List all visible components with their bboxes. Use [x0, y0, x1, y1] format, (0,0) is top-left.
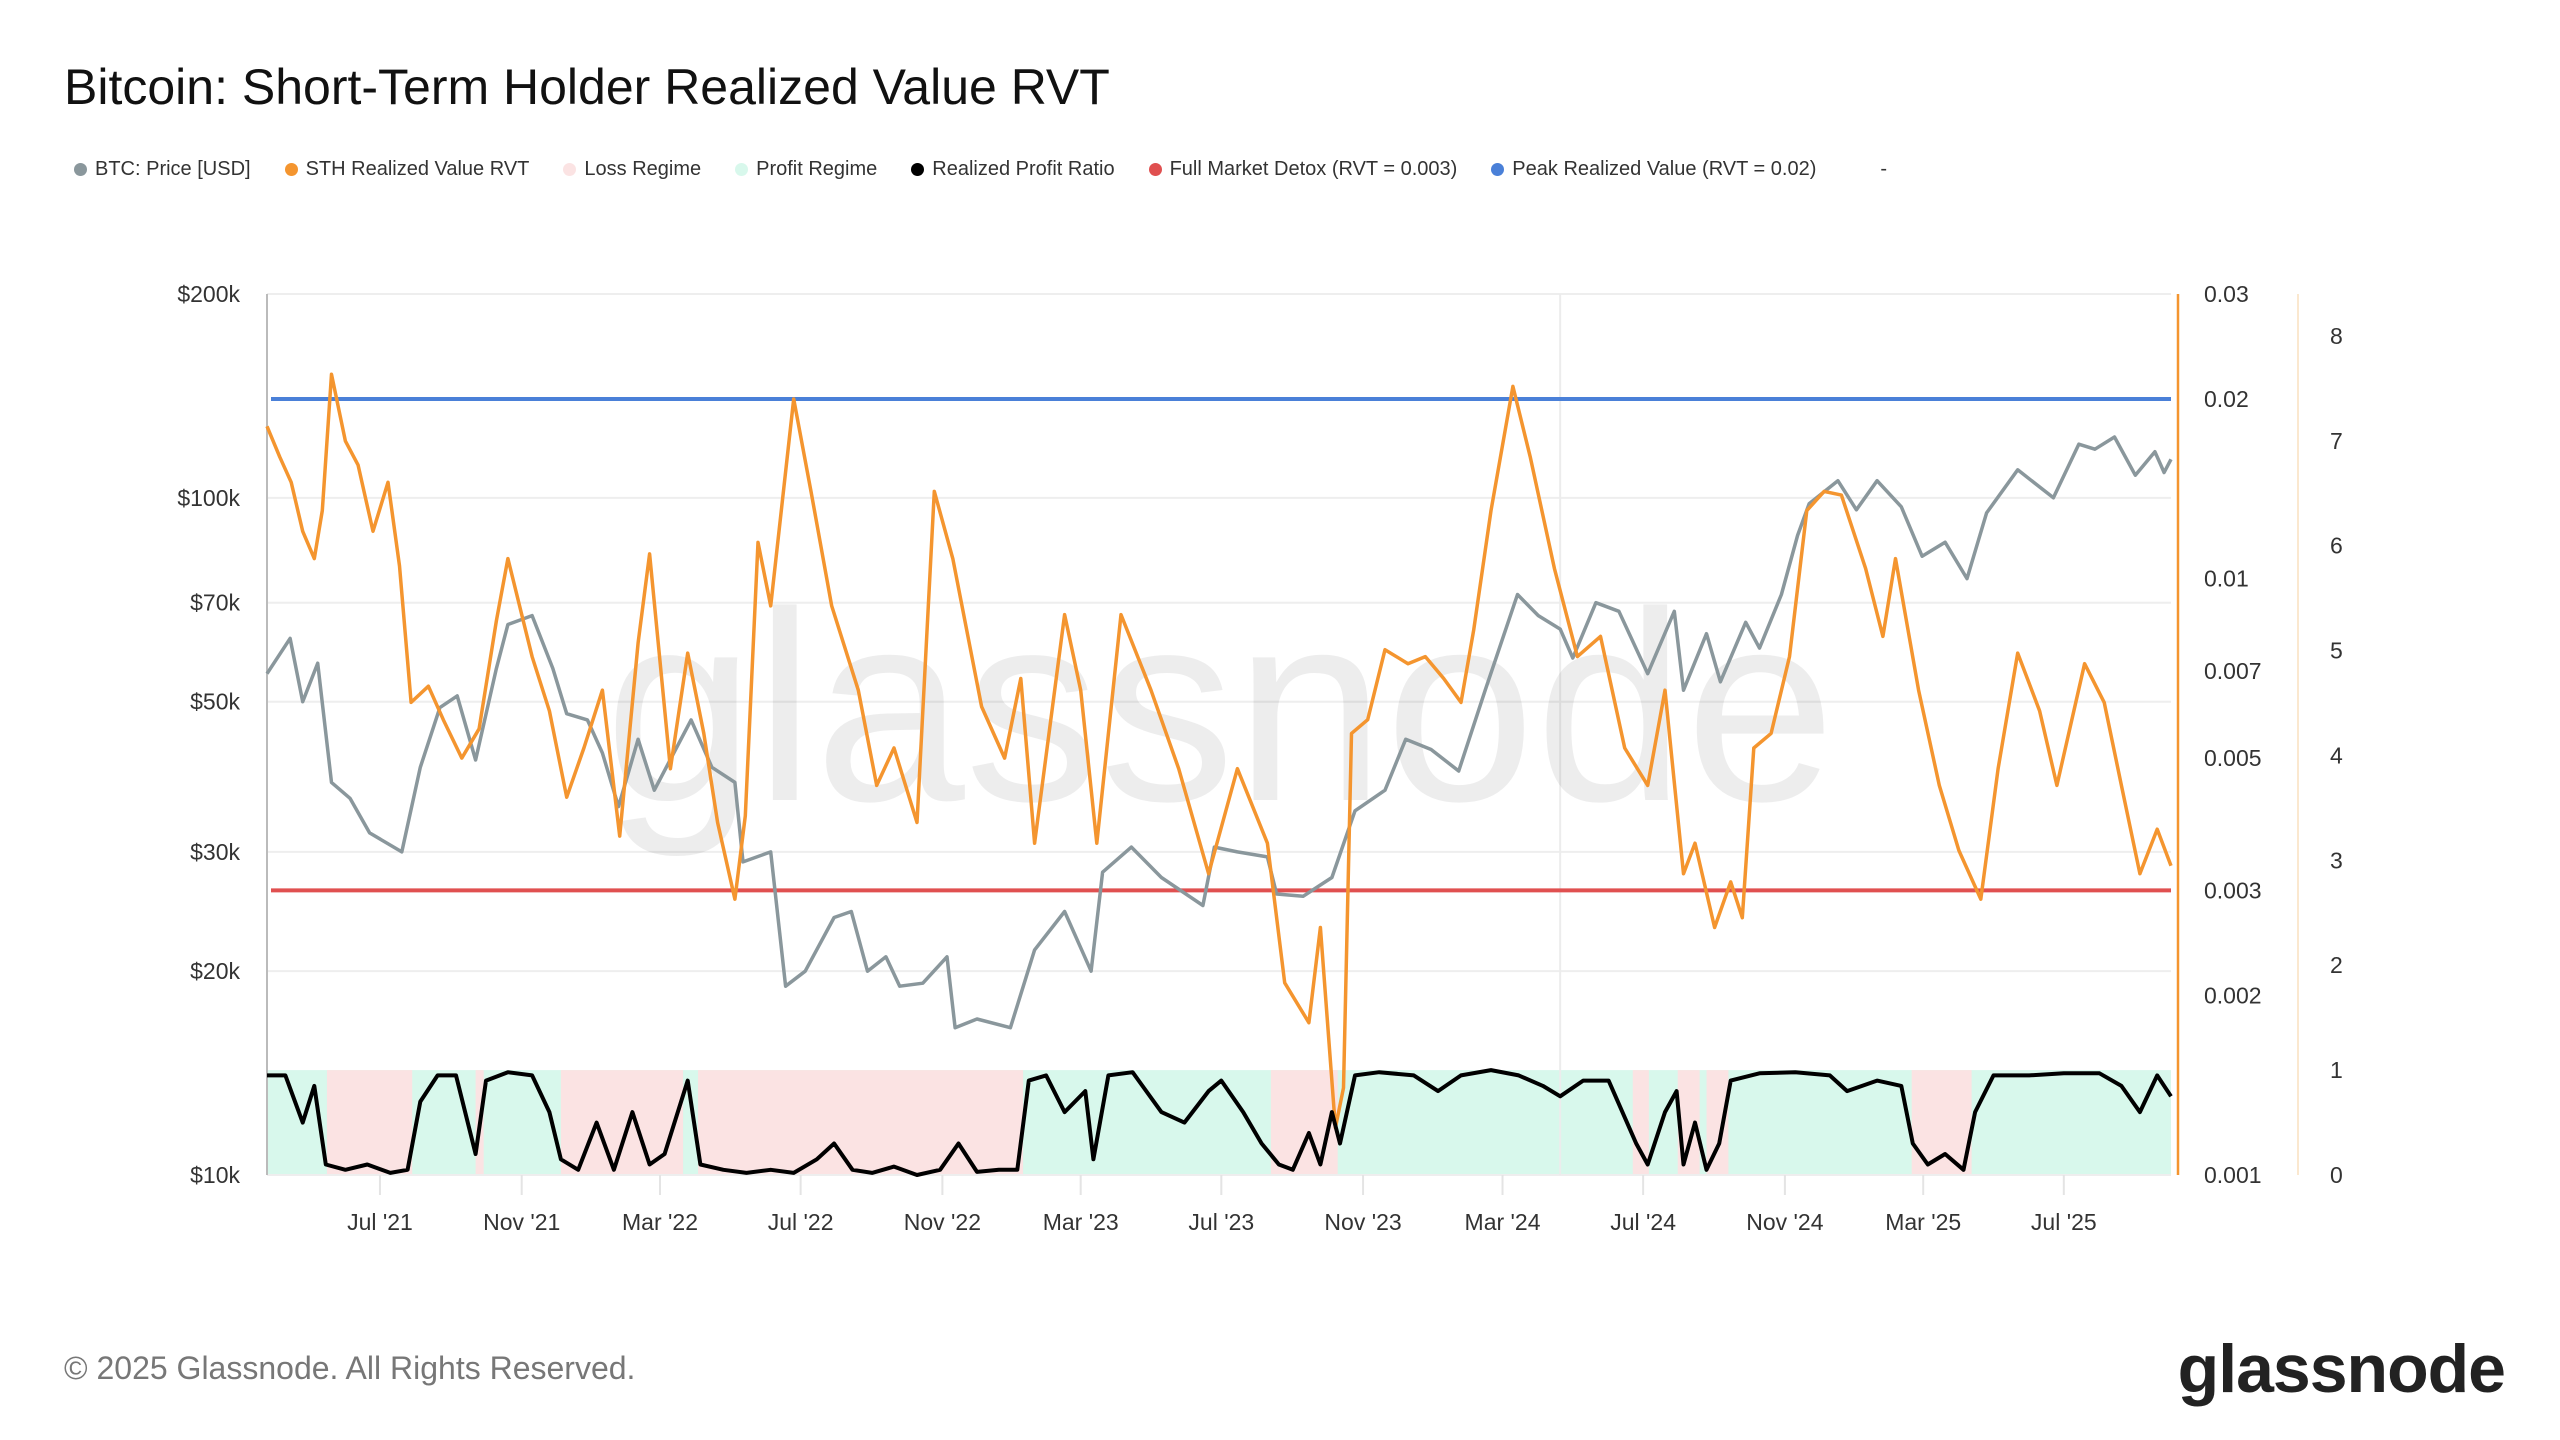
rvt-axis-tick-label: 0.005 — [2204, 745, 2262, 771]
loss-regime-band — [1911, 1070, 1972, 1175]
rvt-axis-tick-label: 0.003 — [2204, 877, 2262, 903]
glassnode-logo: glassnode — [2177, 1331, 2506, 1407]
ratio-axis-tick-label: 6 — [2330, 533, 2343, 559]
x-axis-tick-label: Mar '23 — [1043, 1209, 1119, 1235]
legend-item-realized-profit-ratio[interactable]: Realized Profit Ratio — [911, 158, 1115, 181]
realized-profit-ratio-line — [267, 1068, 2173, 1177]
rvt-axis-tick-label: 0.007 — [2204, 658, 2262, 684]
x-axis-tick-label: Jul '22 — [768, 1209, 834, 1235]
ratio-axis-tick-label: 4 — [2330, 742, 2343, 768]
left-axis-tick-label: $100k — [177, 485, 240, 511]
ratio-axis-tick-label: 0 — [2330, 1162, 2343, 1188]
left-axis-tick-label: $10k — [190, 1162, 240, 1188]
copyright: © 2025 Glassnode. All Rights Reserved. — [64, 1350, 636, 1386]
btc-price-line — [265, 435, 2173, 1030]
legend-label: Realized Profit Ratio — [932, 158, 1115, 180]
left-axis-tick-label: $200k — [177, 281, 240, 307]
ratio-axis-tick-label: 2 — [2330, 952, 2343, 978]
x-axis-tick-label: Jul '24 — [1610, 1209, 1676, 1235]
ratio-axis-tick-label: 3 — [2330, 847, 2343, 873]
legend-label: - — [1880, 158, 1888, 180]
chart-title: Bitcoin: Short-Term Holder Realized Valu… — [64, 59, 1110, 115]
x-axis-tick-label: Nov '21 — [483, 1209, 560, 1235]
ratio-axis-tick-label: 8 — [2330, 323, 2343, 349]
rvt-axis-tick-label: 0.01 — [2204, 566, 2249, 592]
watermark: glassnode — [605, 557, 1836, 859]
legend: BTC: Price [USD] STH Realized Value RVT … — [74, 158, 1887, 181]
legend-label: Profit Regime — [756, 158, 878, 180]
x-axis-tick-label: Mar '24 — [1465, 1209, 1541, 1235]
legend-label: Full Market Detox (RVT = 0.003) — [1169, 158, 1458, 180]
legend-dot — [74, 163, 87, 176]
loss-regime-band — [1270, 1070, 1338, 1175]
legend-label: Peak Realized Value (RVT = 0.02) — [1512, 158, 1817, 180]
left-axis-tick-label: $50k — [190, 689, 240, 715]
legend-item-full-market-detox[interactable]: Full Market Detox (RVT = 0.003) — [1148, 158, 1458, 181]
left-axis-tick-label: $20k — [190, 958, 240, 984]
legend-dot — [284, 163, 298, 176]
ratio-axis-tick-label: 7 — [2330, 428, 2343, 454]
legend-item-sth-rvt[interactable]: STH Realized Value RVT — [284, 158, 530, 181]
x-axis-tick-label: Nov '22 — [904, 1209, 981, 1235]
x-axis-tick-label: Mar '22 — [622, 1209, 698, 1235]
rvt-axis-tick-label: 0.02 — [2204, 386, 2249, 412]
legend-label: Loss Regime — [584, 158, 702, 180]
loss-regime-band — [698, 1070, 1024, 1175]
legend-dot — [911, 163, 925, 176]
sth-rvt-line — [265, 372, 2173, 1130]
loss-regime-band — [1632, 1070, 1649, 1175]
rvt-axis-tick-label: 0.001 — [2204, 1162, 2262, 1188]
x-axis-tick-label: Jul '21 — [347, 1209, 413, 1235]
legend-item-profit-regime[interactable]: Profit Regime — [735, 158, 877, 181]
legend-dot — [563, 163, 577, 176]
ratio-axis-tick-label: 5 — [2330, 638, 2343, 664]
x-axis-tick-label: Nov '23 — [1324, 1209, 1401, 1235]
legend-item-peak-realized-value[interactable]: Peak Realized Value (RVT = 0.02) — [1491, 158, 1816, 181]
legend-label: BTC: Price [USD] — [95, 158, 251, 180]
legend-label: STH Realized Value RVT — [305, 158, 530, 180]
loss-regime-band — [560, 1070, 684, 1175]
left-axis-tick-label: $30k — [190, 839, 240, 865]
loss-regime-band — [326, 1070, 413, 1175]
legend-dot — [735, 163, 749, 176]
legend-item-btc-price[interactable]: BTC: Price [USD] — [74, 158, 251, 181]
legend-dot — [1491, 163, 1505, 176]
x-axis-tick-label: Jul '23 — [1188, 1209, 1254, 1235]
loss-regime-band — [1706, 1070, 1729, 1175]
legend-dot — [1148, 163, 1162, 176]
rvt-axis-tick-label: 0.002 — [2204, 982, 2262, 1008]
x-axis-tick-label: Jul '25 — [2031, 1209, 2097, 1235]
x-axis-tick-label: Nov '24 — [1746, 1209, 1823, 1235]
left-axis-tick-label: $70k — [190, 590, 240, 616]
rvt-axis-tick-label: 0.03 — [2204, 281, 2249, 307]
ratio-axis-tick-label: 1 — [2330, 1057, 2343, 1083]
legend-item-loss-regime[interactable]: Loss Regime — [563, 158, 701, 181]
legend-item-extra[interactable]: - — [1880, 158, 1887, 181]
x-axis-tick-label: Mar '25 — [1885, 1209, 1961, 1235]
